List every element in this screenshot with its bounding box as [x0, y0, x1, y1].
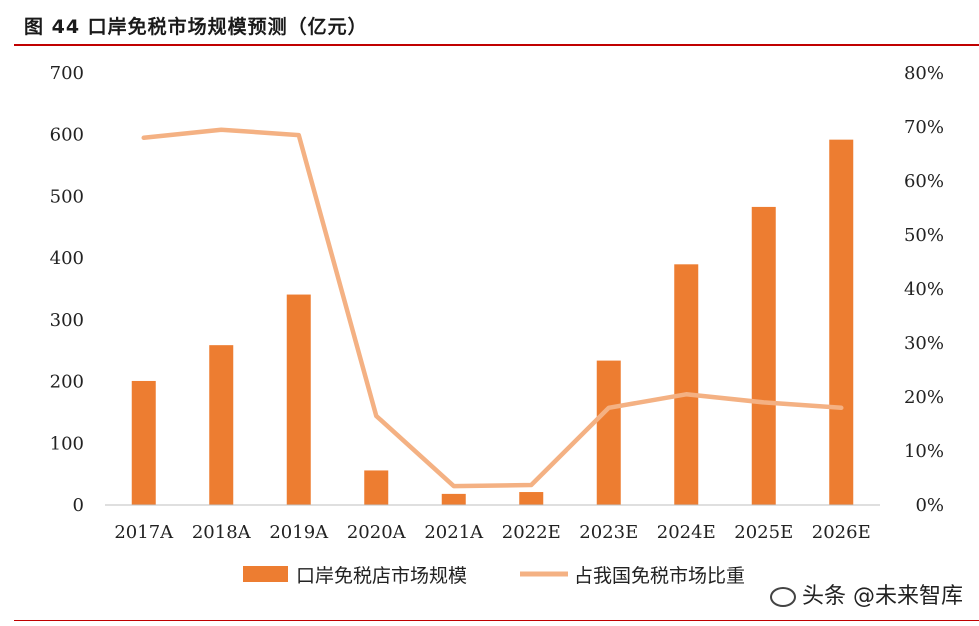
chart-title: 图 44 口岸免税市场规模预测（亿元） — [24, 16, 368, 38]
bottom-rule — [14, 620, 979, 621]
right-tick-60%: 60% — [904, 171, 944, 192]
right-tick-10%: 10% — [904, 441, 944, 462]
bar-2021A — [441, 493, 466, 505]
right-tick-70%: 70% — [904, 117, 944, 138]
title-rule — [14, 44, 979, 46]
bar-2022E — [519, 492, 544, 505]
bar-2019A — [286, 294, 311, 505]
left-tick-400: 400 — [50, 248, 84, 269]
right-tick-30%: 30% — [904, 333, 944, 354]
x-tick-2026E: 2026E — [812, 522, 871, 543]
figure-header: 图 44 口岸免税市场规模预测（亿元） — [0, 0, 979, 46]
x-tick-2021A: 2021A — [424, 522, 484, 543]
bar-2018A — [209, 345, 234, 505]
bar-2023E — [596, 360, 621, 505]
right-tick-50%: 50% — [904, 225, 944, 246]
x-tick-2017A: 2017A — [114, 522, 174, 543]
x-tick-2020A: 2020A — [347, 522, 407, 543]
left-tick-700: 700 — [50, 63, 84, 84]
bar-2024E — [674, 264, 699, 505]
right-tick-0%: 0% — [915, 495, 944, 516]
x-tick-2025E: 2025E — [734, 522, 793, 543]
legend-swatch-bar — [243, 566, 288, 582]
legend: 口岸免税店市场规模 占我国免税市场比重 — [243, 565, 745, 587]
right-tick-40%: 40% — [904, 279, 944, 300]
bar-2025E — [751, 206, 776, 506]
line-series-path — [141, 127, 844, 489]
bar-2026E — [829, 139, 854, 505]
left-tick-100: 100 — [50, 433, 84, 454]
left-tick-500: 500 — [50, 186, 84, 207]
left-tick-600: 600 — [50, 125, 84, 146]
weibo-icon — [770, 587, 796, 607]
x-tick-2023E: 2023E — [579, 522, 638, 543]
bar-series — [131, 139, 854, 506]
line-series — [141, 127, 844, 489]
x-tick-2024E: 2024E — [657, 522, 716, 543]
legend-label-bar: 口岸免税店市场规模 — [296, 565, 467, 587]
bar-2020A — [364, 470, 389, 505]
left-tick-200: 200 — [50, 372, 84, 393]
watermark: 头条 @未来智库 — [770, 578, 963, 610]
bar-2017A — [131, 380, 156, 505]
right-tick-80%: 80% — [904, 63, 944, 84]
x-tick-2022E: 2022E — [502, 522, 561, 543]
right-axis-ticks: 0% 10% 20% 30% 40% 50% 60% 70% 80% — [904, 63, 944, 516]
x-tick-2019A: 2019A — [269, 522, 329, 543]
left-axis-ticks: 0 100 200 300 400 500 600 700 — [50, 63, 84, 516]
legend-label-line: 占我国免税市场比重 — [574, 565, 745, 587]
left-tick-300: 300 — [50, 310, 84, 331]
right-tick-20%: 20% — [904, 387, 944, 408]
x-tick-2018A: 2018A — [192, 522, 252, 543]
left-tick-0: 0 — [73, 495, 84, 516]
watermark-text: 头条 @未来智库 — [802, 584, 963, 609]
x-axis-ticks: 2017A 2018A 2019A 2020A 2021A 2022E 2023E 2024E… — [114, 522, 870, 543]
